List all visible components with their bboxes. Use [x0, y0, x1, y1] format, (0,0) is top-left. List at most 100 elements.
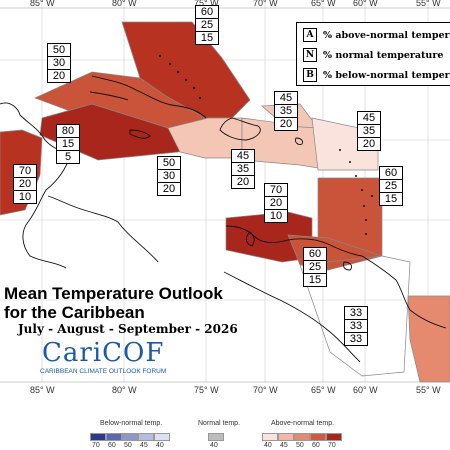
- prob-above: 50: [48, 44, 70, 57]
- prob-box-leeward: 60 25 15: [379, 166, 403, 206]
- prob-normal: 25: [196, 19, 218, 32]
- region-south-outline: [299, 255, 411, 377]
- coastlines: [0, 75, 447, 363]
- colorbar-below-cell: [138, 433, 154, 441]
- colorbar-normal-cell: [208, 433, 224, 441]
- map-title-line1: Mean Temperature Outlook: [4, 284, 223, 303]
- prob-below: 5: [64, 151, 72, 163]
- prob-normal: 15: [57, 138, 79, 151]
- prob-below: 20: [279, 118, 293, 130]
- prob-normal: 35: [232, 163, 254, 176]
- prob-above: 60: [196, 6, 218, 19]
- colorbar-below-title: Below-normal temp.: [100, 420, 163, 427]
- top-axis-label: 75° W: [194, 0, 219, 8]
- caricof-logo-subtitle: CARIBBEAN CLIMATE OUTLOOK FORUM: [40, 368, 167, 375]
- prob-above: 70: [14, 165, 36, 178]
- prob-below: 15: [200, 32, 214, 44]
- legend-label-normal: % normal temperature: [323, 49, 444, 61]
- map-title-line2: for the Caribbean: [4, 303, 145, 322]
- prob-box-abc: 70 20 10: [264, 183, 288, 223]
- top-axis-label: 60° W: [353, 0, 378, 8]
- prob-normal: 35: [358, 125, 380, 138]
- prob-above: 50: [158, 157, 180, 170]
- colorbar-tick: 45: [280, 442, 288, 449]
- top-axis-label: 80° W: [112, 0, 137, 8]
- colorbar-tick: 70: [92, 442, 100, 449]
- prob-above: 80: [57, 125, 79, 138]
- prob-below: 20: [52, 70, 66, 82]
- legend-label-below: % below-normal temperature: [323, 69, 450, 81]
- top-axis-label: 85° W: [30, 0, 55, 8]
- prob-below: 10: [18, 191, 32, 203]
- prob-box-cuba: 50 30 20: [47, 43, 71, 83]
- prob-above: 33: [345, 307, 367, 320]
- bottom-axis-label: 85° W: [30, 385, 55, 395]
- legend-key-n: N: [303, 48, 317, 62]
- bottom-axis-label: 65° W: [311, 385, 336, 395]
- bottom-axis-label: 75° W: [194, 385, 219, 395]
- prob-below: 15: [308, 274, 322, 286]
- prob-box-hispaniola-west: 50 30 20: [157, 156, 181, 196]
- colorbar-above-cell: [326, 433, 342, 441]
- prob-above: 70: [265, 184, 287, 197]
- bottom-axis-label: 55° W: [416, 385, 441, 395]
- legend-key-b: B: [303, 68, 317, 82]
- colorbar-above-cell: [294, 433, 310, 441]
- prob-above: 60: [380, 167, 402, 180]
- prob-box-bahamas: 60 25 15: [195, 5, 219, 45]
- prob-box-central-america: 70 20 10: [13, 164, 37, 204]
- prob-normal: 25: [304, 261, 326, 274]
- colorbar-tick: 40: [264, 442, 272, 449]
- colorbar-above-cell: [310, 433, 326, 441]
- prob-below: 20: [236, 176, 250, 188]
- top-axis-label: 70° W: [253, 0, 278, 8]
- prob-box-guianas: 33 33 33: [344, 306, 368, 346]
- colorbar-tick: 70: [328, 442, 336, 449]
- prob-above: 60: [304, 248, 326, 261]
- prob-normal: 25: [380, 180, 402, 193]
- prob-below: 20: [362, 138, 376, 150]
- prob-normal: 20: [14, 178, 36, 191]
- colorbar-tick: 50: [124, 442, 132, 449]
- legend-label-above: % above-normal temperature: [323, 29, 450, 41]
- prob-below: 33: [349, 333, 363, 345]
- colorbar-below-cell: [154, 433, 170, 441]
- islands: [158, 54, 373, 235]
- prob-below: 10: [269, 210, 283, 222]
- colorbar-tick: 60: [312, 442, 320, 449]
- colorbar-tick: 45: [140, 442, 148, 449]
- prob-below: 15: [384, 193, 398, 205]
- bottom-axis-label: 60° W: [353, 385, 378, 395]
- prob-normal: 33: [345, 320, 367, 333]
- prob-box-leeward-north: 45 35 20: [357, 111, 381, 151]
- legend-key-a: A: [303, 28, 317, 42]
- prob-normal: 30: [48, 57, 70, 70]
- prob-above: 45: [358, 112, 380, 125]
- prob-box-turks: 45 35 20: [274, 91, 298, 131]
- colorbar-below-cell: [106, 433, 122, 441]
- prob-box-trinidad: 60 25 15: [303, 247, 327, 287]
- prob-below: 20: [162, 183, 176, 195]
- colorbar-above-title: Above-normal temp.: [271, 420, 335, 427]
- bottom-axis-label: 80° W: [112, 385, 137, 395]
- legend-row-normal: N % normal temperature: [303, 48, 443, 62]
- legend-row-below: B % below-normal temperature: [303, 68, 450, 82]
- colorbar-tick: 60: [108, 442, 116, 449]
- prob-box-jamaica: 80 15 5: [56, 124, 80, 164]
- prob-normal: 30: [158, 170, 180, 183]
- legend-box: A % above-normal temperature N % normal …: [296, 22, 450, 86]
- caricof-logo: CariCOF: [42, 338, 165, 368]
- colorbar-normal-title: Normal temp.: [198, 420, 241, 427]
- top-axis-label: 65° W: [311, 0, 336, 8]
- colorbar-tick: 50: [296, 442, 304, 449]
- prob-above: 45: [275, 92, 297, 105]
- colorbar-below-cell: [90, 433, 106, 441]
- legend-row-above: A % above-normal temperature: [303, 28, 450, 42]
- prob-normal: 35: [275, 105, 297, 118]
- colorbar-above-cell: [262, 433, 278, 441]
- prob-normal: 20: [265, 197, 287, 210]
- prob-above: 45: [232, 150, 254, 163]
- colorbar-tick: 40: [156, 442, 164, 449]
- colorbar-below-cell: [122, 433, 138, 441]
- region-guianas: [407, 295, 450, 383]
